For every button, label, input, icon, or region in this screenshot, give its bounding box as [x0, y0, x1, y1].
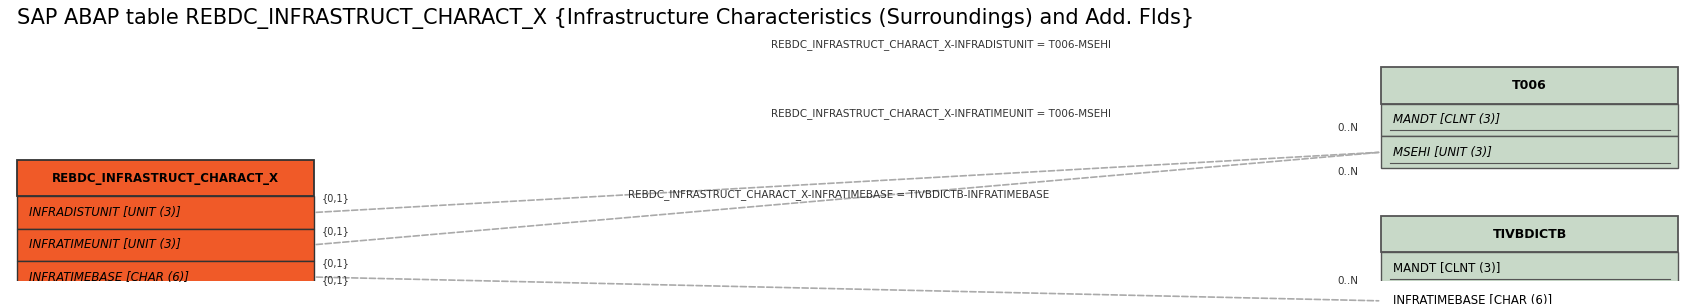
Text: REBDC_INFRASTRUCT_CHARACT_X-INFRATIMEUNIT = T006-MSEHI: REBDC_INFRASTRUCT_CHARACT_X-INFRATIMEUNI…: [771, 108, 1110, 119]
Text: 0..N: 0..N: [1337, 123, 1358, 133]
Text: 0..N: 0..N: [1337, 167, 1358, 177]
Bar: [1381, 136, 1678, 168]
Text: MANDT [CLNT (3)]: MANDT [CLNT (3)]: [1393, 262, 1500, 275]
Bar: [17, 229, 314, 261]
Text: MSEHI [UNIT (3)]: MSEHI [UNIT (3)]: [1393, 146, 1492, 159]
Bar: [1381, 285, 1678, 304]
Text: T006: T006: [1512, 79, 1548, 92]
Text: SAP ABAP table REBDC_INFRASTRUCT_CHARACT_X {Infrastructure Characteristics (Surr: SAP ABAP table REBDC_INFRASTRUCT_CHARACT…: [17, 9, 1193, 29]
Text: {0,1}: {0,1}: [322, 226, 349, 236]
Bar: [17, 196, 314, 229]
Text: {0,1}: {0,1}: [322, 258, 349, 268]
Text: MANDT [CLNT (3)]: MANDT [CLNT (3)]: [1393, 113, 1500, 126]
Text: 0..N: 0..N: [1337, 276, 1358, 286]
Text: INFRATIMEBASE [CHAR (6)]: INFRATIMEBASE [CHAR (6)]: [29, 271, 188, 284]
Text: INFRATIMEBASE [CHAR (6)]: INFRATIMEBASE [CHAR (6)]: [1393, 294, 1553, 304]
Bar: [1381, 104, 1678, 136]
Text: {0,1}: {0,1}: [322, 275, 349, 285]
Text: REBDC_INFRASTRUCT_CHARACT_X-INFRATIMEBASE = TIVBDICTB-INFRATIMEBASE: REBDC_INFRASTRUCT_CHARACT_X-INFRATIMEBAS…: [629, 189, 1049, 200]
Text: {0,1}: {0,1}: [322, 193, 349, 203]
Bar: [17, 261, 314, 293]
Text: INFRADISTUNIT [UNIT (3)]: INFRADISTUNIT [UNIT (3)]: [29, 206, 181, 219]
Bar: [1381, 216, 1678, 253]
Text: TIVBDICTB: TIVBDICTB: [1493, 228, 1566, 241]
Text: REBDC_INFRASTRUCT_CHARACT_X: REBDC_INFRASTRUCT_CHARACT_X: [53, 172, 278, 185]
Bar: [1381, 253, 1678, 285]
Bar: [17, 160, 314, 196]
Text: INFRATIMEUNIT [UNIT (3)]: INFRATIMEUNIT [UNIT (3)]: [29, 238, 181, 251]
Bar: [1381, 67, 1678, 104]
Text: REBDC_INFRASTRUCT_CHARACT_X-INFRADISTUNIT = T006-MSEHI: REBDC_INFRASTRUCT_CHARACT_X-INFRADISTUNI…: [771, 40, 1110, 50]
